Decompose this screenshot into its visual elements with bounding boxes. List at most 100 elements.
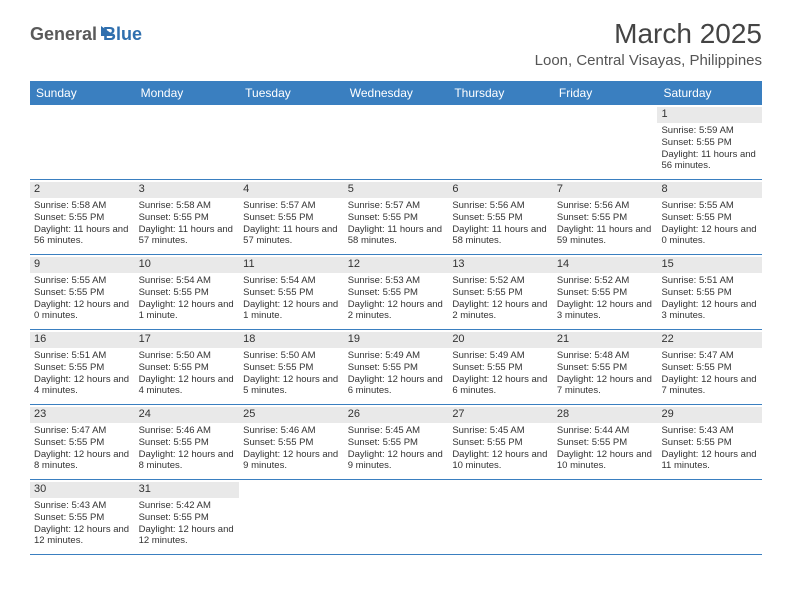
daylight-text: Daylight: 12 hours and 0 minutes. (661, 224, 758, 248)
sunrise-text: Sunrise: 5:46 AM (139, 425, 236, 437)
day-number: 17 (135, 332, 240, 348)
calendar-day-cell: 22Sunrise: 5:47 AMSunset: 5:55 PMDayligh… (657, 330, 762, 404)
sunset-text: Sunset: 5:55 PM (243, 212, 340, 224)
daylight-text: Daylight: 12 hours and 9 minutes. (243, 449, 340, 473)
daylight-text: Daylight: 12 hours and 7 minutes. (557, 374, 654, 398)
daylight-text: Daylight: 12 hours and 10 minutes. (557, 449, 654, 473)
weekday-header-cell: Thursday (448, 81, 553, 105)
calendar-day-cell: 27Sunrise: 5:45 AMSunset: 5:55 PMDayligh… (448, 405, 553, 479)
day-number: 14 (553, 257, 658, 273)
sunrise-text: Sunrise: 5:58 AM (139, 200, 236, 212)
sunrise-text: Sunrise: 5:54 AM (139, 275, 236, 287)
sunset-text: Sunset: 5:55 PM (661, 212, 758, 224)
day-number: 12 (344, 257, 449, 273)
sunset-text: Sunset: 5:55 PM (557, 362, 654, 374)
calendar-day-cell: 25Sunrise: 5:46 AMSunset: 5:55 PMDayligh… (239, 405, 344, 479)
sunrise-text: Sunrise: 5:42 AM (139, 500, 236, 512)
weekday-header-cell: Wednesday (344, 81, 449, 105)
calendar-day-cell: 2Sunrise: 5:58 AMSunset: 5:55 PMDaylight… (30, 180, 135, 254)
sunset-text: Sunset: 5:55 PM (243, 437, 340, 449)
weekday-header-cell: Monday (135, 81, 240, 105)
day-number: 16 (30, 332, 135, 348)
calendar-day-cell: 24Sunrise: 5:46 AMSunset: 5:55 PMDayligh… (135, 405, 240, 479)
daylight-text: Daylight: 12 hours and 2 minutes. (348, 299, 445, 323)
daylight-text: Daylight: 11 hours and 56 minutes. (34, 224, 131, 248)
sunrise-text: Sunrise: 5:59 AM (661, 125, 758, 137)
day-number: 21 (553, 332, 658, 348)
sunset-text: Sunset: 5:55 PM (661, 437, 758, 449)
daylight-text: Daylight: 12 hours and 9 minutes. (348, 449, 445, 473)
daylight-text: Daylight: 12 hours and 6 minutes. (452, 374, 549, 398)
daylight-text: Daylight: 12 hours and 11 minutes. (661, 449, 758, 473)
daylight-text: Daylight: 12 hours and 12 minutes. (34, 524, 131, 548)
calendar-week-row: 2Sunrise: 5:58 AMSunset: 5:55 PMDaylight… (30, 180, 762, 255)
day-number: 5 (344, 182, 449, 198)
daylight-text: Daylight: 12 hours and 10 minutes. (452, 449, 549, 473)
sunset-text: Sunset: 5:55 PM (557, 437, 654, 449)
calendar-day-cell: 1Sunrise: 5:59 AMSunset: 5:55 PMDaylight… (657, 105, 762, 179)
sunset-text: Sunset: 5:55 PM (348, 362, 445, 374)
sunset-text: Sunset: 5:55 PM (243, 287, 340, 299)
month-title: March 2025 (535, 18, 762, 50)
day-number: 23 (30, 407, 135, 423)
sunset-text: Sunset: 5:55 PM (661, 137, 758, 149)
sunrise-text: Sunrise: 5:58 AM (34, 200, 131, 212)
calendar-week-row: 16Sunrise: 5:51 AMSunset: 5:55 PMDayligh… (30, 330, 762, 405)
sunset-text: Sunset: 5:55 PM (139, 287, 236, 299)
calendar-day-cell (553, 480, 658, 554)
daylight-text: Daylight: 12 hours and 6 minutes. (348, 374, 445, 398)
sunrise-text: Sunrise: 5:51 AM (661, 275, 758, 287)
sunrise-text: Sunrise: 5:57 AM (348, 200, 445, 212)
sunset-text: Sunset: 5:55 PM (661, 287, 758, 299)
brand-logo: General Blue (30, 24, 142, 45)
sunset-text: Sunset: 5:55 PM (139, 362, 236, 374)
calendar-week-row: 30Sunrise: 5:43 AMSunset: 5:55 PMDayligh… (30, 480, 762, 555)
daylight-text: Daylight: 12 hours and 5 minutes. (243, 374, 340, 398)
sunrise-text: Sunrise: 5:52 AM (557, 275, 654, 287)
calendar-day-cell (448, 480, 553, 554)
calendar-day-cell: 7Sunrise: 5:56 AMSunset: 5:55 PMDaylight… (553, 180, 658, 254)
calendar: SundayMondayTuesdayWednesdayThursdayFrid… (0, 75, 792, 555)
brand-text-blue: Blue (103, 24, 142, 45)
calendar-day-cell: 13Sunrise: 5:52 AMSunset: 5:55 PMDayligh… (448, 255, 553, 329)
calendar-body: 1Sunrise: 5:59 AMSunset: 5:55 PMDaylight… (30, 105, 762, 555)
sunrise-text: Sunrise: 5:49 AM (348, 350, 445, 362)
day-number: 1 (657, 107, 762, 123)
sunset-text: Sunset: 5:55 PM (452, 287, 549, 299)
header: General Blue March 2025 Loon, Central Vi… (0, 0, 792, 75)
day-number: 27 (448, 407, 553, 423)
daylight-text: Daylight: 12 hours and 4 minutes. (139, 374, 236, 398)
sunrise-text: Sunrise: 5:46 AM (243, 425, 340, 437)
sunset-text: Sunset: 5:55 PM (452, 362, 549, 374)
day-number: 28 (553, 407, 658, 423)
calendar-day-cell: 10Sunrise: 5:54 AMSunset: 5:55 PMDayligh… (135, 255, 240, 329)
daylight-text: Daylight: 12 hours and 7 minutes. (661, 374, 758, 398)
calendar-day-cell: 28Sunrise: 5:44 AMSunset: 5:55 PMDayligh… (553, 405, 658, 479)
daylight-text: Daylight: 12 hours and 1 minute. (243, 299, 340, 323)
calendar-week-row: 9Sunrise: 5:55 AMSunset: 5:55 PMDaylight… (30, 255, 762, 330)
calendar-week-row: 1Sunrise: 5:59 AMSunset: 5:55 PMDaylight… (30, 105, 762, 180)
sunset-text: Sunset: 5:55 PM (452, 212, 549, 224)
sunrise-text: Sunrise: 5:43 AM (34, 500, 131, 512)
sunrise-text: Sunrise: 5:52 AM (452, 275, 549, 287)
sunrise-text: Sunrise: 5:57 AM (243, 200, 340, 212)
sunrise-text: Sunrise: 5:50 AM (243, 350, 340, 362)
day-number: 13 (448, 257, 553, 273)
calendar-day-cell: 26Sunrise: 5:45 AMSunset: 5:55 PMDayligh… (344, 405, 449, 479)
calendar-day-cell: 12Sunrise: 5:53 AMSunset: 5:55 PMDayligh… (344, 255, 449, 329)
sunrise-text: Sunrise: 5:53 AM (348, 275, 445, 287)
calendar-day-cell: 9Sunrise: 5:55 AMSunset: 5:55 PMDaylight… (30, 255, 135, 329)
sunset-text: Sunset: 5:55 PM (348, 212, 445, 224)
sunset-text: Sunset: 5:55 PM (243, 362, 340, 374)
daylight-text: Daylight: 12 hours and 8 minutes. (139, 449, 236, 473)
sunrise-text: Sunrise: 5:55 AM (661, 200, 758, 212)
sunset-text: Sunset: 5:55 PM (557, 287, 654, 299)
calendar-day-cell: 5Sunrise: 5:57 AMSunset: 5:55 PMDaylight… (344, 180, 449, 254)
calendar-day-cell (344, 480, 449, 554)
weekday-header-row: SundayMondayTuesdayWednesdayThursdayFrid… (30, 81, 762, 105)
calendar-day-cell: 17Sunrise: 5:50 AMSunset: 5:55 PMDayligh… (135, 330, 240, 404)
calendar-day-cell: 30Sunrise: 5:43 AMSunset: 5:55 PMDayligh… (30, 480, 135, 554)
day-number: 8 (657, 182, 762, 198)
day-number: 2 (30, 182, 135, 198)
location-subtitle: Loon, Central Visayas, Philippines (535, 52, 762, 69)
